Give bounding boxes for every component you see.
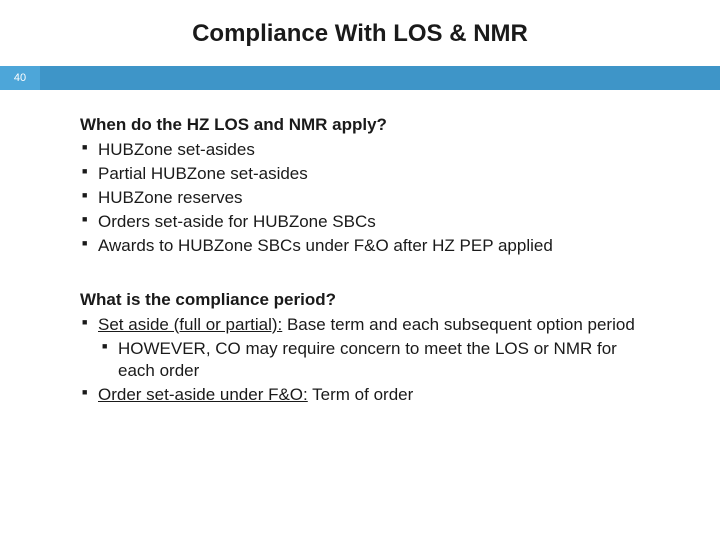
list-item: HUBZone reserves bbox=[82, 187, 640, 210]
section1-heading: When do the HZ LOS and NMR apply? bbox=[80, 114, 640, 137]
section2-heading: What is the compliance period? bbox=[80, 289, 640, 312]
list-item: Partial HUBZone set-asides bbox=[82, 163, 640, 186]
section1-list: HUBZone set-asides Partial HUBZone set-a… bbox=[80, 139, 640, 258]
sub-list-item: HOWEVER, CO may require concern to meet … bbox=[82, 338, 640, 384]
list-item: HUBZone set-asides bbox=[82, 139, 640, 162]
section2-list: Set aside (full or partial): Base term a… bbox=[80, 314, 640, 408]
slide-number: 40 bbox=[0, 66, 40, 90]
list-item: Order set-aside under F&O: Term of order bbox=[82, 384, 640, 407]
slide-content: When do the HZ LOS and NMR apply? HUBZon… bbox=[0, 90, 720, 407]
bullet-text: Base term and each subsequent option per… bbox=[282, 315, 635, 334]
slide-number-bar: 40 bbox=[0, 66, 720, 90]
bullet-underlined: Order set-aside under F&O: bbox=[98, 385, 308, 404]
list-item: Awards to HUBZone SBCs under F&O after H… bbox=[82, 235, 640, 258]
slide-title: Compliance With LOS & NMR bbox=[0, 0, 720, 66]
bullet-text: Term of order bbox=[308, 385, 414, 404]
bullet-underlined: Set aside (full or partial): bbox=[98, 315, 282, 334]
list-item: Set aside (full or partial): Base term a… bbox=[82, 314, 640, 337]
slide-bar bbox=[40, 66, 720, 90]
list-item: Orders set-aside for HUBZone SBCs bbox=[82, 211, 640, 234]
